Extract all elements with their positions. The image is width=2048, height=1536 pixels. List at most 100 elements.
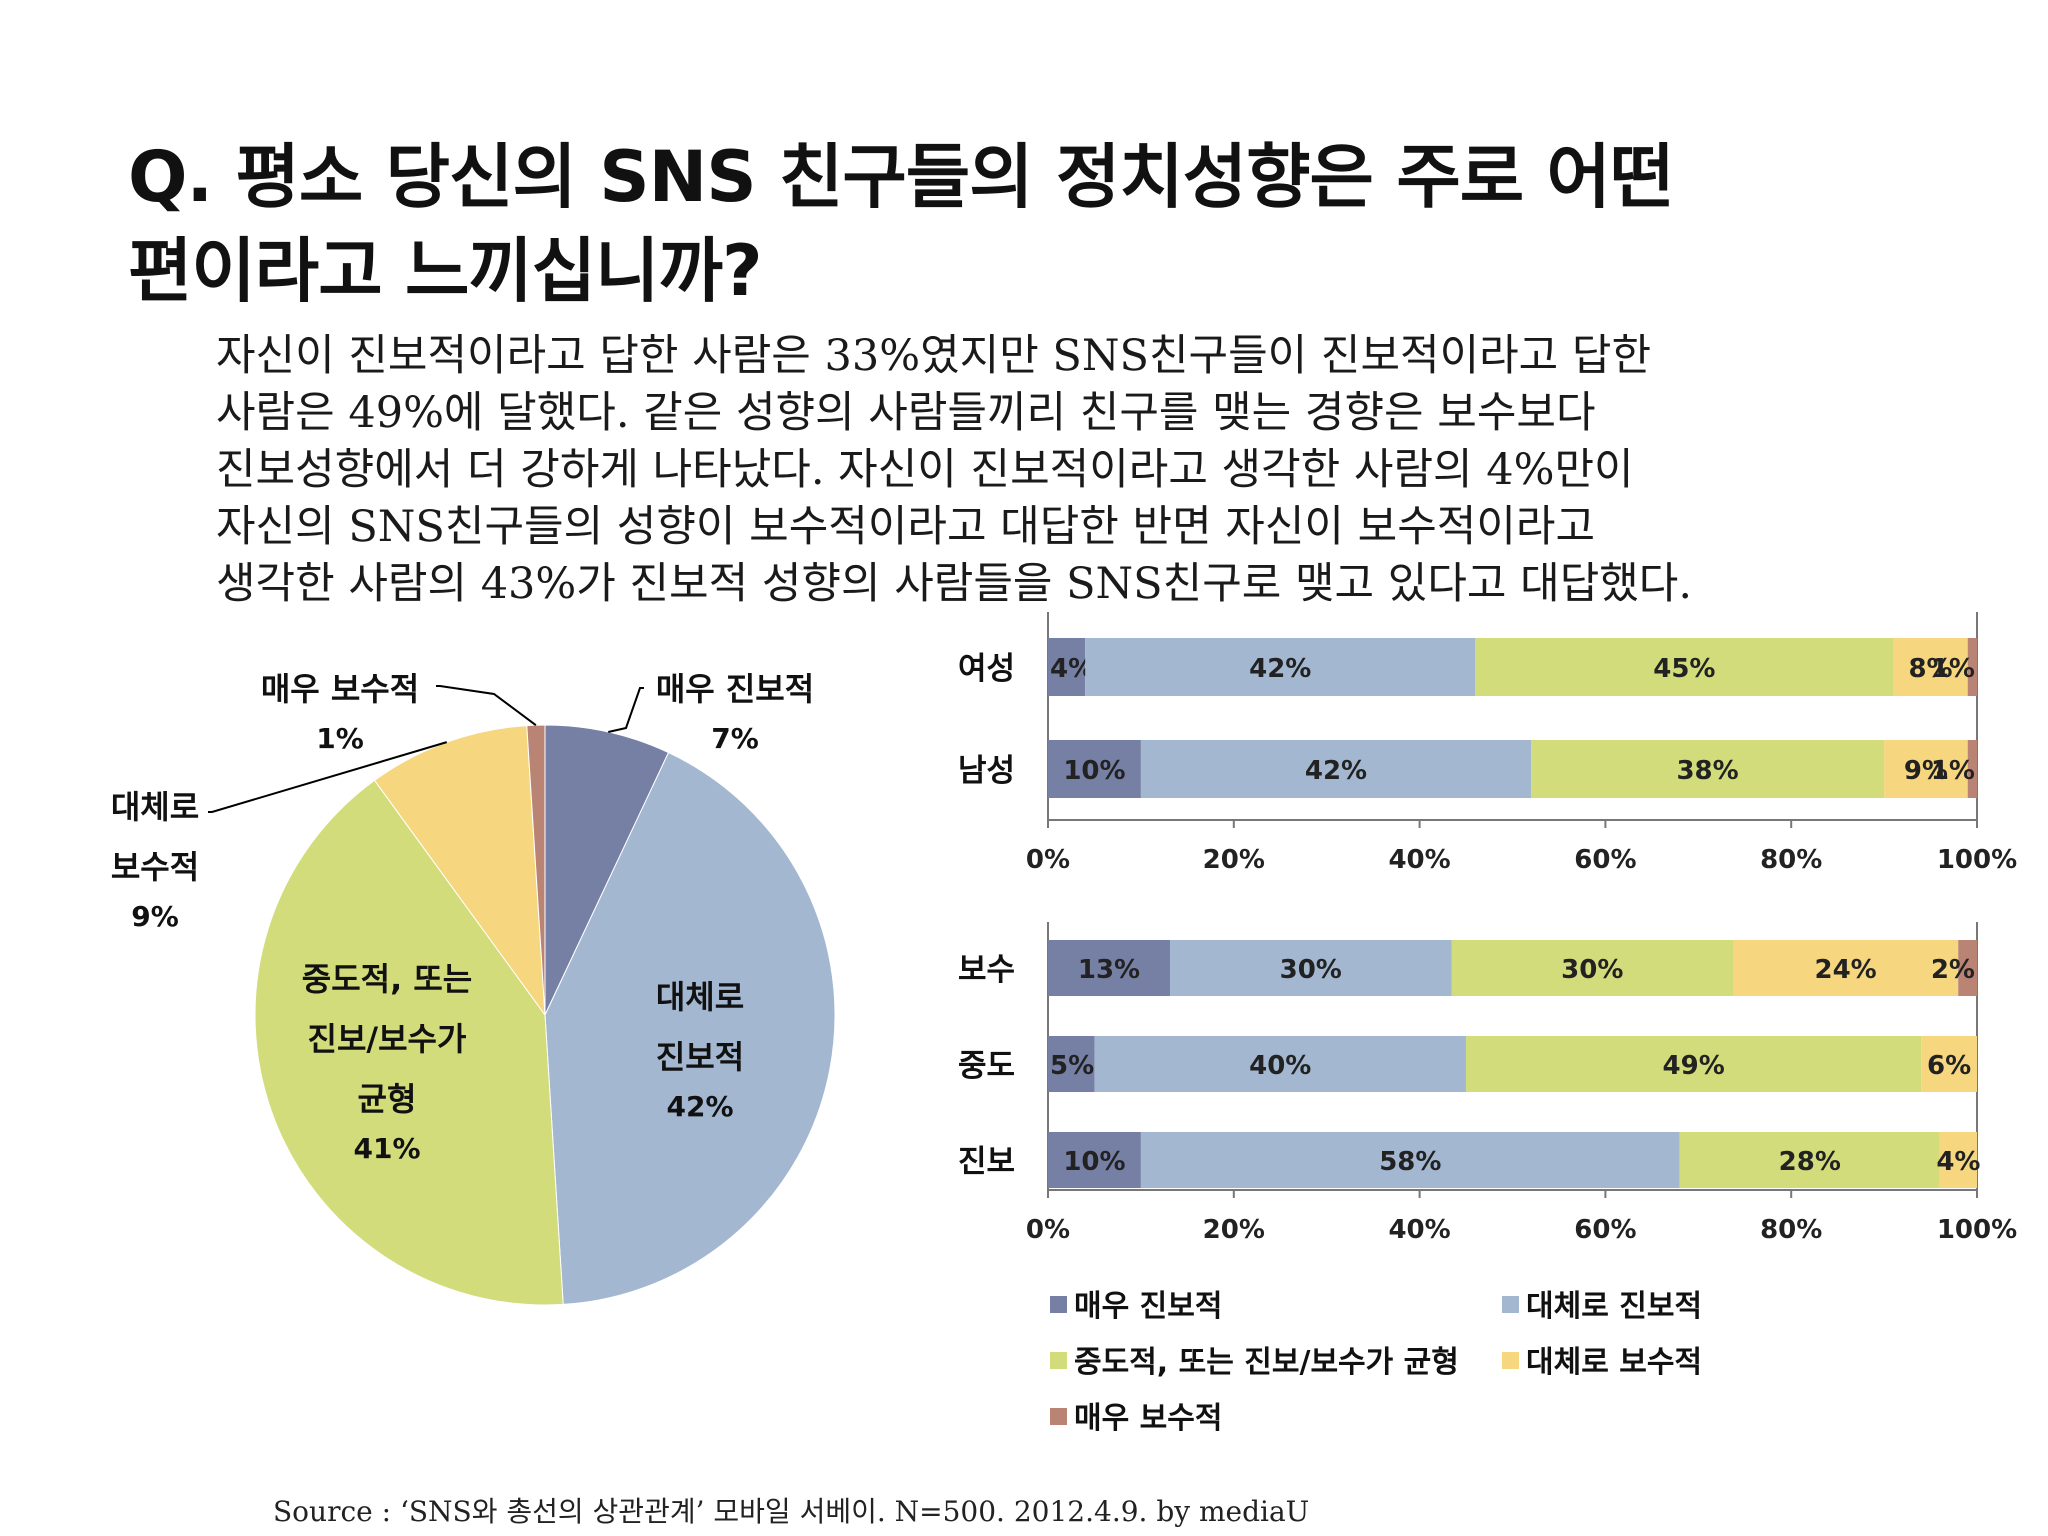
bar-value-label: 4%: [1936, 1147, 1980, 1177]
pie-percent-label: 9%: [131, 900, 179, 933]
bar-value-label: 40%: [1249, 1051, 1311, 1081]
pie-slice-label: 균형: [358, 1080, 417, 1118]
bar-segment: [1169, 940, 1452, 996]
bar-value-label: 1%: [1931, 756, 1975, 786]
bar-value-label: 2%: [1931, 955, 1975, 985]
legend-label: 매우 보수적: [1074, 1401, 1222, 1436]
bar-value-label: 13%: [1078, 955, 1140, 985]
bar-value-label: 10%: [1063, 1147, 1125, 1177]
bar-value-label: 38%: [1676, 756, 1738, 786]
bar-segment: [1085, 638, 1476, 696]
pie-leader-line: [208, 741, 448, 813]
source-note: Source : ‘SNS와 총선의 상관관계’ 모바일 서베이. N=500.…: [273, 1495, 1310, 1528]
summary-text: 자신이 진보적이라고 답한 사람은 33%였지만 SNS친구들이 진보적이라고 …: [216, 328, 1976, 613]
pie-percent-label: 1%: [316, 722, 364, 755]
pie-slice-label: 매우 보수적: [261, 670, 419, 708]
bar-value-label: 28%: [1779, 1147, 1841, 1177]
title-line: 편이라고 느끼십니까?: [128, 230, 763, 312]
x-tick-label: 40%: [1388, 1215, 1450, 1245]
bar-segment: [1048, 940, 1170, 996]
bar-value-label: 5%: [1050, 1051, 1094, 1081]
title-line: Q. 평소 당신의 SNS 친구들의 정치성향은 주로 어떤: [128, 136, 1674, 218]
bar-segment: [1967, 740, 1977, 798]
legend-swatch: [1502, 1296, 1519, 1313]
x-tick-label: 0%: [1026, 845, 1070, 875]
bar-chart-ideology: 0% 20% 40% 60% 80% 100% 보수 13% 30% 30% 24% 2% 중도 5% 40…: [958, 922, 2017, 1245]
pie-percent-label: 42%: [666, 1090, 733, 1123]
bar-value-label: 45%: [1653, 654, 1715, 684]
bar-value-label: 10%: [1063, 756, 1125, 786]
y-category-label: 보수: [958, 952, 1015, 988]
x-tick-label: 100%: [1937, 1215, 2017, 1245]
bar-chart-gender: 0% 20% 40% 60% 80% 100%여성 4% 42% 45% 8%1%남성 10% 42%…: [958, 612, 2017, 875]
bar-segment: [1466, 1036, 1922, 1092]
bar-segment: [1048, 740, 1141, 798]
y-category-label: 중도: [958, 1048, 1015, 1084]
legend-swatch: [1050, 1408, 1067, 1425]
pie-percent-label: 7%: [711, 722, 759, 755]
x-tick-label: 20%: [1203, 1215, 1265, 1245]
bar-segment: [1958, 940, 1977, 996]
x-tick-label: 20%: [1203, 845, 1265, 875]
bar-segment: [1048, 1036, 1095, 1092]
pie-leader-line: [436, 685, 537, 726]
bar-segment: [1939, 1132, 1977, 1188]
x-tick-label: 60%: [1574, 1215, 1636, 1245]
bar-segment: [1048, 1132, 1141, 1188]
legend-swatch: [1050, 1352, 1067, 1369]
bar-segment: [1921, 1036, 1977, 1092]
pie-slice: [254, 779, 564, 1306]
bar-value-label: 24%: [1815, 955, 1877, 985]
summary-line: 자신이 진보적이라고 답한 사람은 33%였지만 SNS친구들이 진보적이라고 …: [216, 331, 1652, 381]
bar-value-label: 30%: [1280, 955, 1342, 985]
x-tick-label: 40%: [1388, 845, 1450, 875]
pie-slice: [526, 724, 546, 1016]
summary-line: 사람은 49%에 달했다. 같은 성향의 사람들끼리 친구를 맺는 경향은 보수…: [216, 388, 1596, 438]
pie-slice-label: 대체로: [656, 978, 744, 1016]
bar-segment: [1475, 638, 1894, 696]
bar-value-label: 49%: [1663, 1051, 1725, 1081]
pie-slice: [544, 751, 836, 1305]
pie-slice: [544, 724, 670, 1016]
bar-segment: [1884, 740, 1968, 798]
x-tick-label: 80%: [1760, 1215, 1822, 1245]
pie-leader-line: [608, 687, 644, 733]
pie-slice-label: 보수적: [111, 848, 199, 886]
bar-segment: [1140, 1132, 1680, 1188]
legend-label: 매우 진보적: [1074, 1289, 1222, 1324]
x-tick-label: 0%: [1026, 1215, 1070, 1245]
legend-swatch: [1050, 1296, 1067, 1313]
bar-segment: [1679, 1132, 1940, 1188]
bar-value-label: 42%: [1249, 654, 1311, 684]
bar-value-label: 9%: [1904, 756, 1948, 786]
summary-line: 진보성향에서 더 강하게 나타났다. 자신이 진보적이라고 생각한 사람의 4%…: [216, 445, 1634, 495]
bar-value-label: 58%: [1379, 1147, 1441, 1177]
pie-slice-label: 진보/보수가: [308, 1020, 467, 1058]
pie-slice-label: 진보적: [656, 1038, 744, 1076]
slide-title: Q. 평소 당신의 SNS 친구들의 정치성향은 주로 어떤 편이라고 느끼십니…: [128, 130, 1928, 318]
bar-segment: [1048, 638, 1086, 696]
y-category-label: 남성: [958, 753, 1015, 789]
bar-segment: [1451, 940, 1734, 996]
y-category-label: 여성: [958, 651, 1015, 687]
bar-segment: [1733, 940, 1959, 996]
bar-segment: [1893, 638, 1968, 696]
legend-label: 대체로 진보적: [1526, 1289, 1702, 1324]
pie-slice-label: 대체로: [111, 788, 199, 826]
bar-value-label: 6%: [1927, 1051, 1971, 1081]
summary-line: 생각한 사람의 43%가 진보적 성향의 사람들을 SNS친구로 맺고 있다고 …: [216, 559, 1693, 609]
pie-slice: [373, 725, 546, 1017]
x-tick-label: 60%: [1574, 845, 1636, 875]
bar-value-label: 30%: [1561, 955, 1623, 985]
x-tick-label: 80%: [1760, 845, 1822, 875]
bar-value-label: 42%: [1305, 756, 1367, 786]
legend-swatch: [1502, 1352, 1519, 1369]
bar-segment: [1094, 1036, 1467, 1092]
bar-segment: [1967, 638, 1977, 696]
summary-line: 자신의 SNS친구들의 성향이 보수적이라고 대답한 반면 자신이 보수적이라고: [216, 502, 1596, 552]
legend-label: 중도적, 또는 진보/보수가 균형: [1074, 1345, 1459, 1380]
bar-segment: [1531, 740, 1885, 798]
